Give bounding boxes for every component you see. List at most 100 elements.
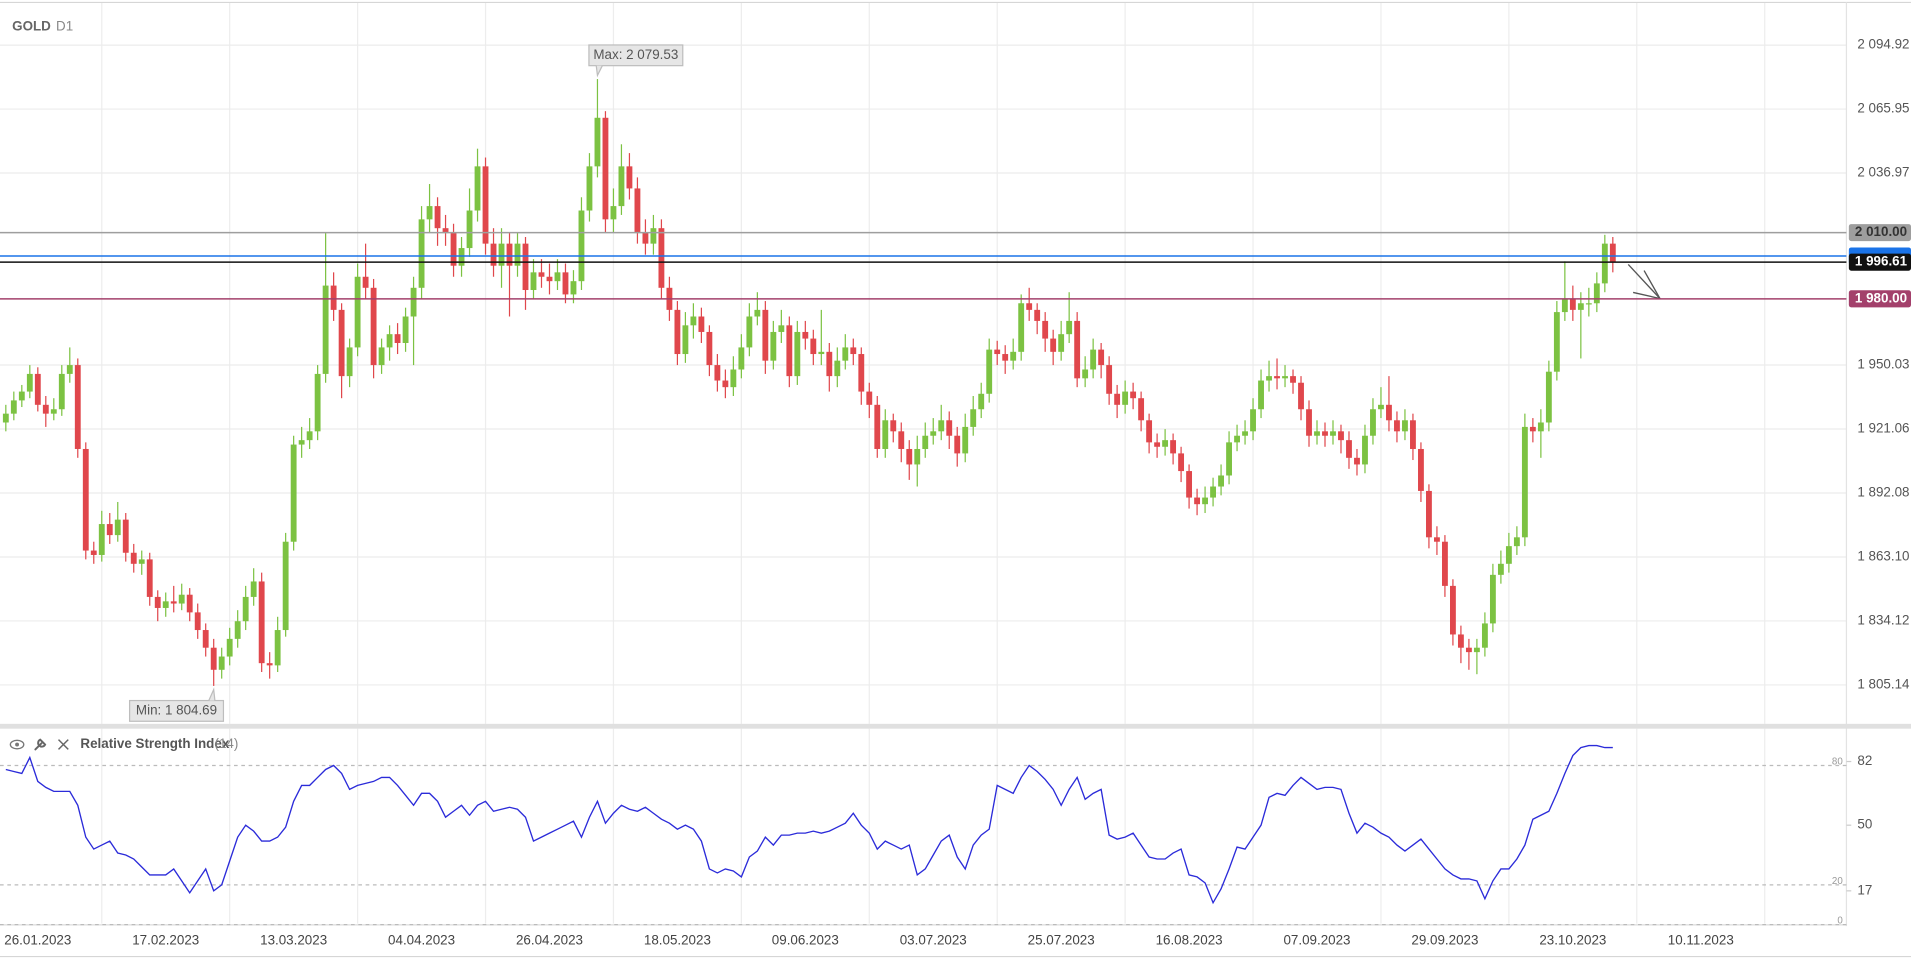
candle-body: [1186, 471, 1193, 498]
eye-icon[interactable]: [9, 739, 25, 750]
candle-body: [138, 559, 145, 564]
candle-body: [1210, 486, 1216, 498]
candle-body: [1106, 365, 1113, 394]
candle-body: [410, 287, 417, 317]
candle-body: [1226, 442, 1232, 476]
candle-body: [434, 206, 441, 229]
candle-body: [266, 663, 273, 666]
candle-body: [1609, 243, 1616, 263]
candle-body: [306, 431, 313, 441]
x-tick-label: 17.02.2023: [132, 932, 199, 947]
candle-body: [850, 347, 857, 355]
panel-separator: [0, 723, 1911, 729]
x-tick-label: 26.04.2023: [516, 932, 583, 947]
candle-body: [546, 276, 553, 282]
candle-body: [370, 287, 377, 366]
candle-body: [1553, 312, 1560, 372]
candle-body: [890, 420, 897, 432]
candle-body: [706, 331, 713, 366]
x-tick-label: 25.07.2023: [1028, 932, 1095, 947]
y-tick-label: 1 950.03: [1857, 357, 1909, 372]
indicator-title: Relative Strength Index: [80, 736, 229, 751]
candle-body: [794, 331, 801, 377]
x-tick-label: 26.01.2023: [4, 932, 71, 947]
annotation-box: [128, 699, 225, 722]
candle-body: [930, 431, 937, 436]
y-tick-label: 1 863.10: [1857, 549, 1909, 564]
candle-body: [586, 166, 593, 211]
price-label: 1 996.61: [1855, 254, 1908, 269]
candle-body: [418, 219, 425, 288]
annotation-box: [588, 44, 684, 67]
annotation-pointer: [208, 687, 216, 701]
candle-body: [1314, 431, 1320, 436]
candle-body: [834, 360, 841, 377]
candle-body: [1074, 320, 1081, 379]
candle-body: [250, 581, 257, 597]
candle-body: [554, 272, 561, 282]
candle-body: [962, 426, 969, 454]
candle-body: [786, 325, 793, 377]
candle-body: [922, 435, 929, 449]
candle-body: [1449, 585, 1456, 635]
price-label: 2 010.00: [1855, 224, 1907, 239]
candle-body: [2, 413, 9, 423]
candle-body: [338, 309, 345, 377]
candle-body: [1010, 351, 1017, 361]
candle-body: [1362, 435, 1368, 465]
candle-body: [626, 166, 633, 189]
candle-body: [610, 206, 617, 220]
candle-body: [882, 420, 889, 449]
x-tick-label: 13.03.2023: [260, 932, 327, 947]
candle-body: [178, 594, 185, 604]
annotation-pointer: [595, 65, 603, 78]
candle-body: [938, 420, 945, 432]
candle-body: [1298, 382, 1304, 410]
candle-body: [842, 347, 849, 361]
candle-body: [1178, 453, 1185, 472]
candle-body: [618, 166, 625, 207]
candle-body: [1545, 371, 1552, 423]
candle-body: [1346, 440, 1352, 458]
candle-body: [674, 309, 681, 355]
candle-body: [1234, 435, 1240, 443]
candle-body: [1306, 409, 1312, 436]
rsi-line: [5, 744, 1613, 905]
close-icon[interactable]: [57, 739, 69, 750]
candle-body: [506, 243, 513, 266]
candle-body: [1090, 349, 1097, 370]
candle-body: [1505, 546, 1512, 564]
y-tick-label: 2 036.97: [1857, 165, 1909, 180]
candle-body: [202, 630, 209, 648]
y-tick-label: 2 065.95: [1857, 101, 1909, 116]
candle-body: [1218, 475, 1224, 487]
candle-body: [1442, 541, 1448, 586]
candle-body: [1242, 431, 1248, 436]
candle-body: [770, 331, 777, 361]
x-tick-label: 04.04.2023: [388, 932, 455, 947]
price-label-box: [1848, 224, 1911, 242]
candle-body: [298, 440, 305, 445]
candle-body: [1098, 349, 1105, 366]
candle-body: [1354, 457, 1360, 465]
candle-body: [274, 630, 281, 666]
candle-body: [946, 420, 953, 436]
candle-body: [1585, 303, 1592, 305]
candle-body: [1258, 380, 1264, 410]
candle-body: [866, 391, 873, 405]
settings-icon[interactable]: [34, 738, 47, 751]
candle-body: [730, 369, 737, 388]
x-tick-label: 03.07.2023: [900, 932, 967, 947]
candle-body: [218, 656, 225, 670]
candle-body: [58, 373, 65, 410]
candle-body: [1378, 404, 1384, 410]
candle-body: [74, 365, 81, 449]
candle-body: [1593, 283, 1600, 304]
candle-body: [762, 309, 769, 361]
candle-body: [738, 347, 745, 370]
candle-body: [1034, 309, 1041, 321]
candle-body: [1122, 391, 1129, 405]
candle-body: [690, 316, 697, 326]
candle-body: [114, 519, 121, 536]
candle-body: [978, 393, 985, 410]
